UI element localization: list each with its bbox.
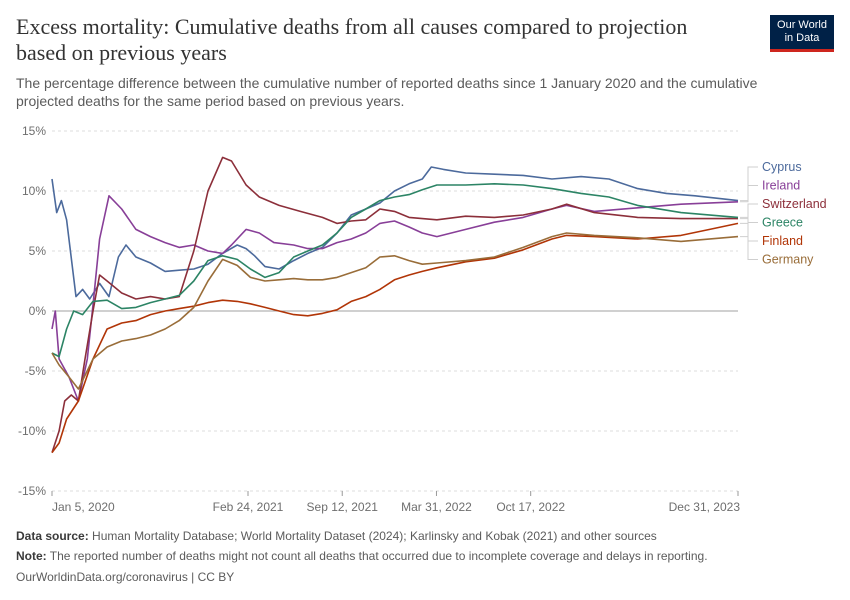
legend-connector: [740, 166, 758, 202]
series-line-germany[interactable]: [51, 232, 739, 390]
legend-layer: Cyprus Ireland Switzerland Greece Finland Ger…: [740, 160, 827, 267]
source-text: Human Mortality Database; World Mortalit…: [92, 529, 657, 543]
x-tick-label: Sep 12, 2021: [307, 500, 379, 514]
series-line-greece[interactable]: [51, 183, 739, 358]
logo-accent-bar: [770, 49, 834, 52]
series-layer: [51, 156, 739, 454]
x-tick-label: Jan 5, 2020: [52, 500, 115, 514]
y-tick-label: 15%: [22, 124, 46, 138]
note-label: Note:: [16, 549, 47, 563]
legend-connector: [740, 236, 758, 260]
legend-connector: [740, 216, 758, 223]
y-tick-label: -10%: [18, 424, 46, 438]
y-tick-label: 0%: [29, 304, 47, 318]
x-tick-label: Dec 31, 2023: [669, 500, 741, 514]
series-line-ireland[interactable]: [51, 195, 739, 402]
series-line-cyprus[interactable]: [51, 166, 739, 300]
legend-connector: [740, 222, 758, 242]
y-tick-label: -15%: [18, 484, 46, 498]
owid-logo[interactable]: Our World in Data: [770, 15, 834, 52]
legend-label-finland[interactable]: Finland: [762, 234, 803, 248]
logo-line-2: in Data: [784, 32, 820, 44]
note-line: Note: The reported number of deaths migh…: [16, 549, 836, 564]
y-tick-label: 5%: [29, 244, 47, 258]
logo-line-1: Our World: [777, 19, 827, 31]
legend-label-greece[interactable]: Greece: [762, 216, 803, 230]
legend-label-switzerland[interactable]: Switzerland: [762, 197, 827, 211]
x-tick-label: Oct 17, 2022: [496, 500, 565, 514]
source-line: Data source: Human Mortality Database; W…: [16, 529, 836, 544]
source-label: Data source:: [16, 529, 89, 543]
legend-label-germany[interactable]: Germany: [762, 253, 814, 267]
series-line-finland[interactable]: [51, 222, 739, 454]
axis-layer: 15% 10% 5% 0% -5% -10% -15% Jan 5, 2020 Feb 24, …: [18, 124, 740, 514]
note-text: The reported number of deaths might not …: [49, 549, 708, 563]
grid-layer: [52, 130, 738, 492]
x-tick-label: Feb 24, 2021: [213, 500, 284, 514]
series-line-switzerland[interactable]: [51, 156, 738, 453]
legend-connector: [740, 203, 758, 220]
legend-connector: [740, 185, 758, 203]
legend-label-ireland[interactable]: Ireland: [762, 179, 800, 193]
chart-subtitle: The percentage difference between the cu…: [16, 75, 758, 109]
chart-title: Excess mortality: Cumulative deaths from…: [16, 14, 688, 65]
legend-label-cyprus[interactable]: Cyprus: [762, 160, 802, 174]
credit-line[interactable]: OurWorldinData.org/coronavirus | CC BY: [16, 570, 235, 584]
y-tick-label: 10%: [22, 184, 46, 198]
x-tick-label: Mar 31, 2022: [401, 500, 472, 514]
y-tick-label: -5%: [25, 364, 47, 378]
